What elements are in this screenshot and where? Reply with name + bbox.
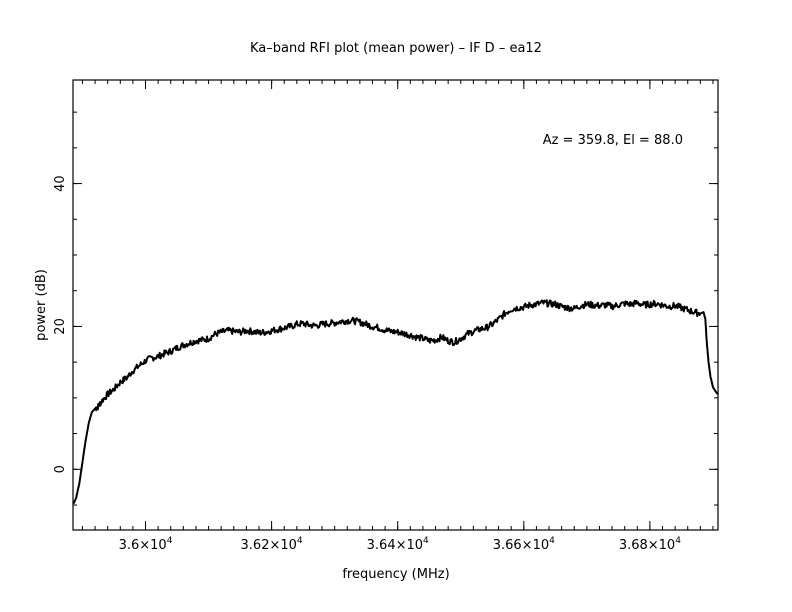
y-axis-label: power (dB) xyxy=(34,269,49,341)
plot-frame xyxy=(72,79,719,531)
x-tick-label: 3.62×104 xyxy=(241,536,303,553)
x-tick-label: 3.66×104 xyxy=(493,536,555,553)
az-el-annotation: Az = 359.8, El = 88.0 xyxy=(543,133,683,148)
x-axis-label: frequency (MHz) xyxy=(342,567,449,582)
x-tick-labels: 3.6×104 3.62×104 3.64×104 3.66×104 3.68×104 xyxy=(119,536,682,553)
x-tick-label: 3.6×104 xyxy=(119,536,173,553)
y-tick-labels: 0 20 40 xyxy=(53,175,68,473)
axis-ticks xyxy=(73,80,718,530)
series-line-mean-power xyxy=(72,299,719,504)
chart-title: Ka–band RFI plot (mean power) – IF D – e… xyxy=(250,41,542,56)
y-tick-label: 0 xyxy=(53,465,68,473)
y-tick-label: 20 xyxy=(53,318,68,335)
x-tick-label: 3.64×104 xyxy=(367,536,429,553)
x-tick-label: 3.68×104 xyxy=(619,536,681,553)
y-tick-label: 40 xyxy=(53,175,68,192)
